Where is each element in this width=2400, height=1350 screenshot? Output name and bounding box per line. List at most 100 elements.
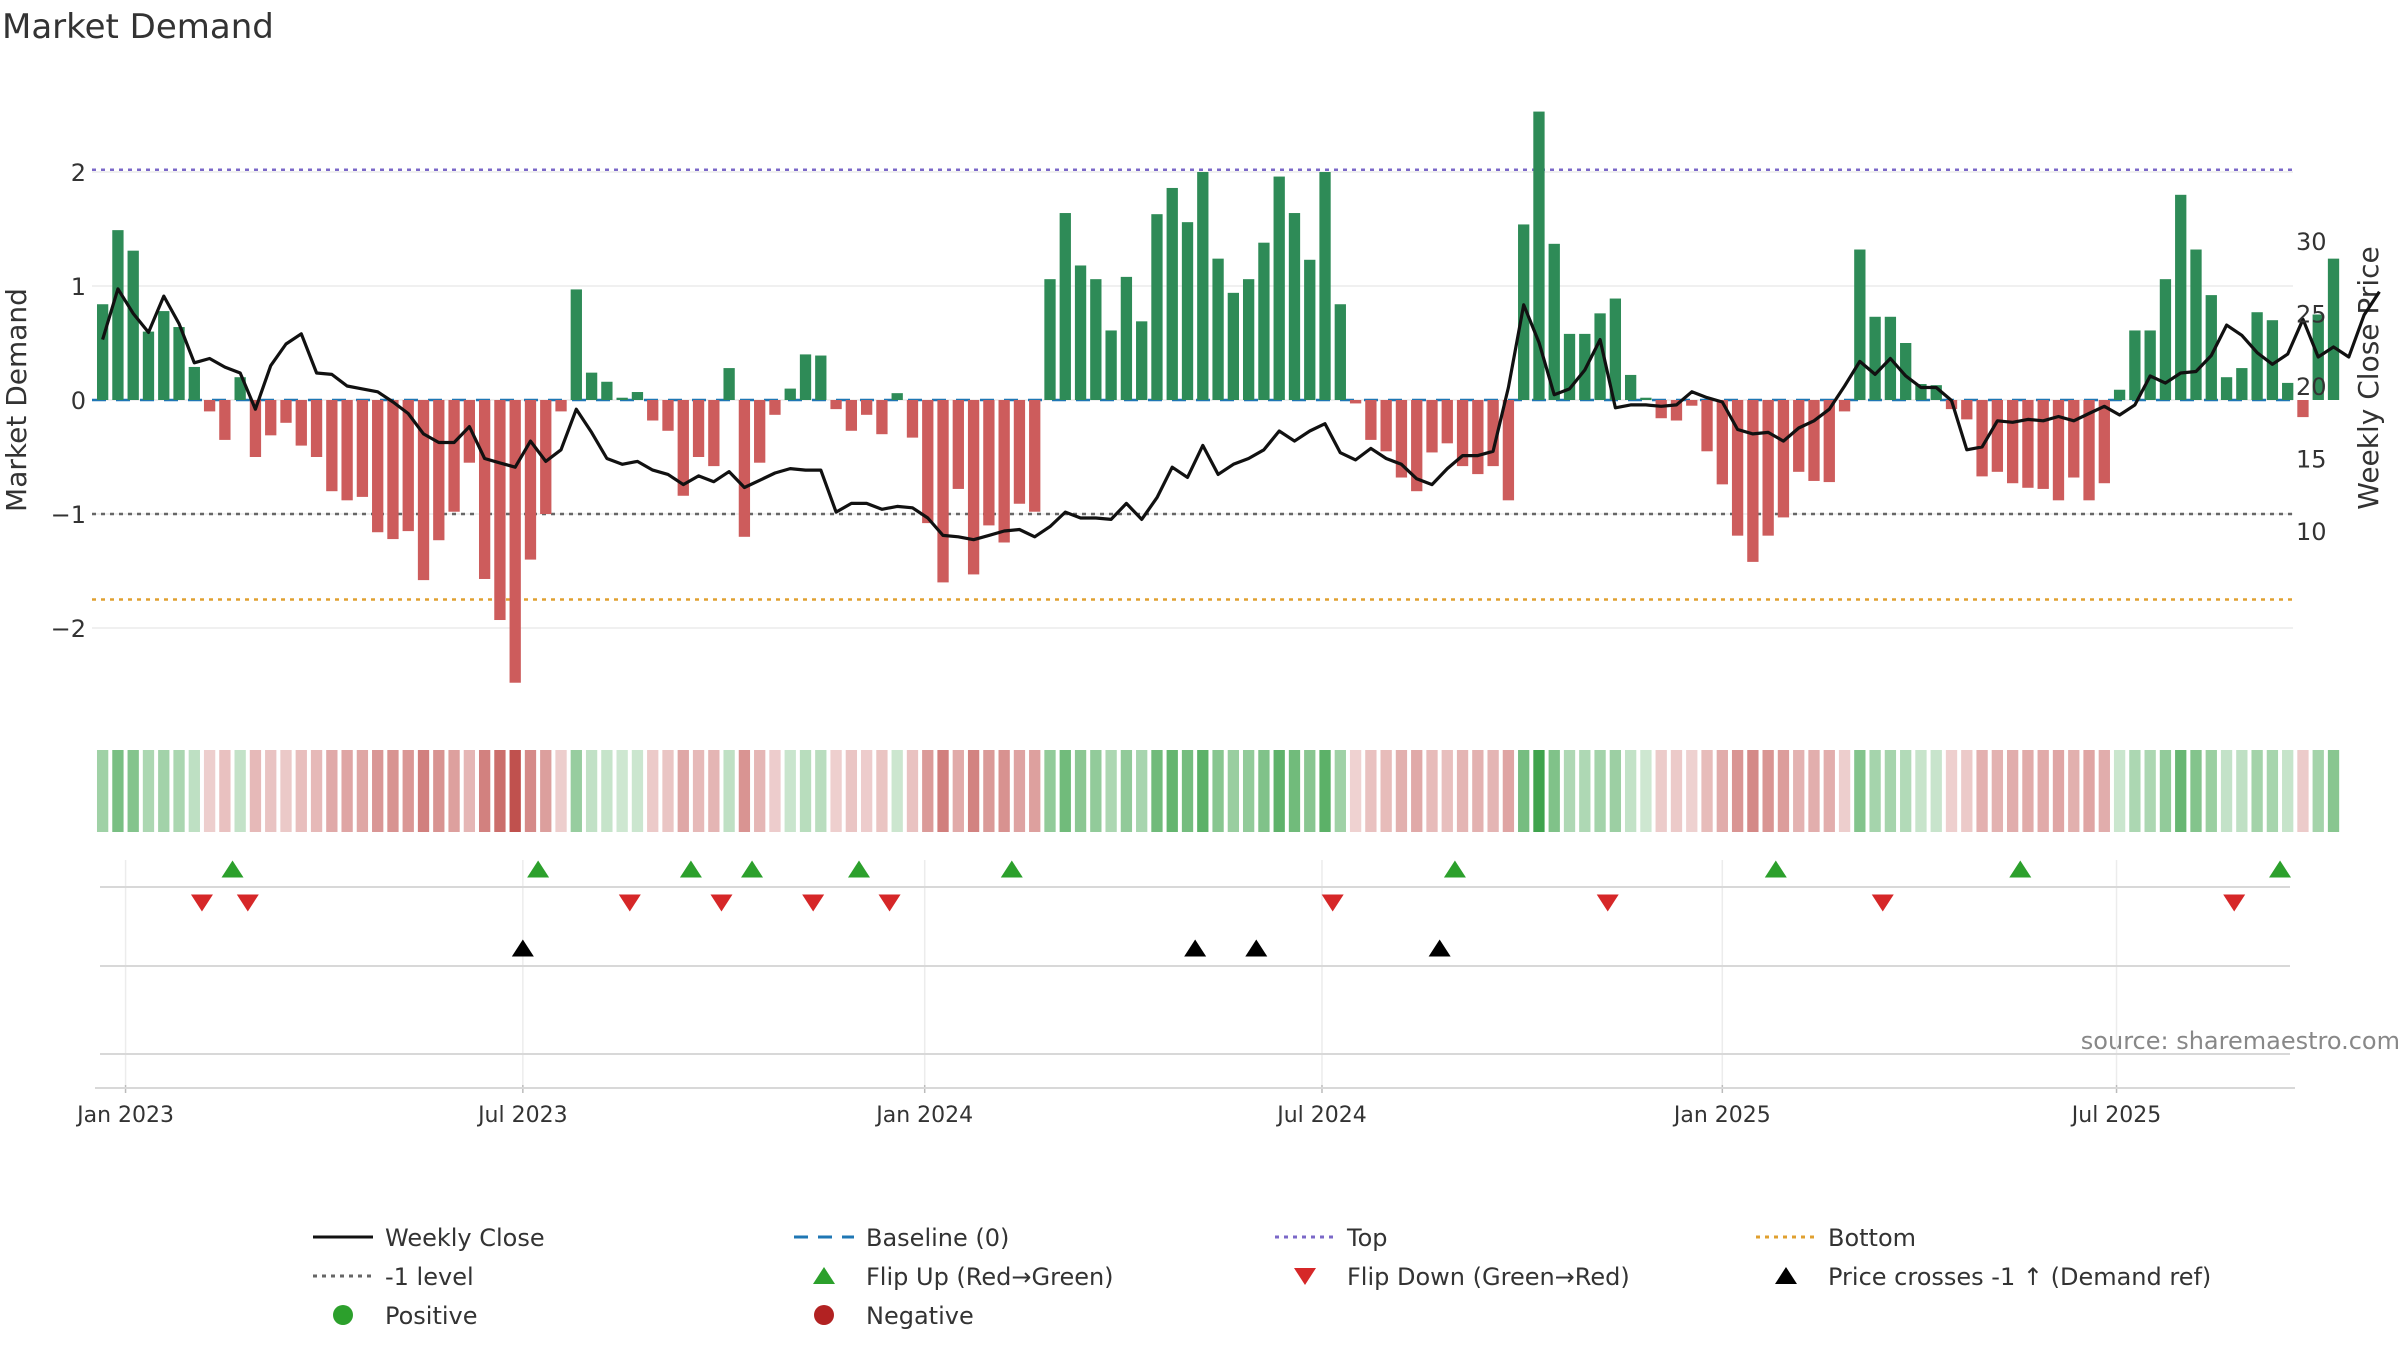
heat-cell [402,750,414,832]
heat-cell [1456,750,1469,832]
heat-cell [1686,750,1698,832]
demand-bar [2037,400,2049,489]
heat-cell [1349,750,1362,832]
legend-dot-icon [333,1305,353,1325]
demand-bar [906,400,919,438]
demand-bar [2205,295,2217,400]
heat-cell [1441,750,1453,832]
demand-bar [860,400,873,415]
legend-item: -1 level [313,1263,474,1291]
demand-bar [341,400,353,501]
demand-bar [417,400,430,581]
heat-cell [1823,750,1835,832]
demand-bar [1227,292,1240,400]
demand-bar [2266,320,2279,400]
flip-down-marker [2223,894,2246,912]
heat-cell [2190,750,2202,832]
heat-cell [1120,750,1133,832]
heat-cell [310,750,323,832]
y-right-tick-label: 25 [2296,301,2327,329]
demand-bar [2159,279,2172,400]
heat-cell [647,750,659,832]
demand-bar [112,230,124,400]
demand-bar [937,400,949,583]
demand-bar [631,392,644,400]
demand-bar [830,400,842,410]
demand-bar [356,400,369,497]
demand-bar [876,400,888,435]
heat-cell [1090,750,1102,832]
demand-bar [1533,111,1545,400]
y-right-tick-label: 10 [2296,518,2327,546]
demand-bar [1716,400,1728,485]
x-tick-label: Jan 2023 [75,1103,174,1128]
heat-cell [830,750,842,832]
x-tick-label: Jul 2025 [2070,1103,2162,1128]
legend-triangle-up-icon [813,1267,835,1284]
demand-bar [891,393,903,400]
heat-cell [1991,750,2004,832]
y-left-tick-label: −1 [51,501,86,529]
chart-title: Market Demand [2,7,274,47]
heat-cell [1273,750,1285,832]
demand-bar [2098,400,2110,484]
demand-bar [2220,377,2233,400]
heat-cell [1502,750,1515,832]
heat-cell [692,750,705,832]
heat-cell [356,750,369,832]
heat-cell [417,750,430,832]
legend-item: Weekly Close [313,1224,545,1252]
legend-item: Price crosses -1 ↑ (Demand ref) [1775,1263,2211,1291]
heat-cell [1915,750,1927,832]
demand-bar [158,311,170,400]
demand-bar [1212,258,1224,400]
price-cross-marker [1428,939,1451,957]
demand-bar [1120,276,1133,400]
demand-bar [769,400,781,415]
heat-strip [96,750,2340,832]
heat-cell [2022,750,2034,832]
heat-cell [1212,750,1224,832]
demand-bar [1609,298,1622,400]
demand-bar [1991,400,2004,472]
legend-label: Negative [866,1302,974,1330]
y-right-tick-label: 30 [2296,228,2327,256]
flip-down-marker [710,894,733,912]
heat-cell [1777,750,1790,832]
heat-cell [2037,750,2049,832]
heat-cell [922,750,934,832]
demand-bar [173,327,185,400]
price-cross-marker [1184,939,1207,957]
heat-cell [1747,750,1759,832]
heat-cell [387,750,399,832]
demand-bar [555,400,567,412]
heat-cell [631,750,644,832]
heat-cell [540,750,552,832]
demand-bar [372,400,384,533]
demand-bar [952,400,964,489]
demand-bar [1624,374,1637,400]
demand-bar [1915,384,1927,400]
heat-cell [1961,750,1973,832]
demand-bar [1319,172,1331,400]
flip-down-marker [236,894,259,912]
heat-cell [1288,750,1301,832]
heat-cell [478,750,491,832]
heat-cell [2068,750,2080,832]
demand-bar [540,400,552,514]
flip-down-marker [618,894,641,912]
heat-cell [1655,750,1667,832]
demand-bar [295,400,307,446]
demand-bar [478,400,491,579]
legend-item: Top [1275,1224,1388,1252]
demand-bar [1074,265,1087,400]
demand-bar [1930,385,1942,400]
heat-cell [1059,750,1071,832]
demand-bar [1900,343,1912,400]
heat-cell [96,750,109,832]
demand-bar [265,400,277,436]
heat-cell [1548,750,1560,832]
heat-cell [2144,750,2156,832]
legend-label: Flip Down (Green→Red) [1347,1263,1630,1291]
demand-bars [96,111,2340,683]
